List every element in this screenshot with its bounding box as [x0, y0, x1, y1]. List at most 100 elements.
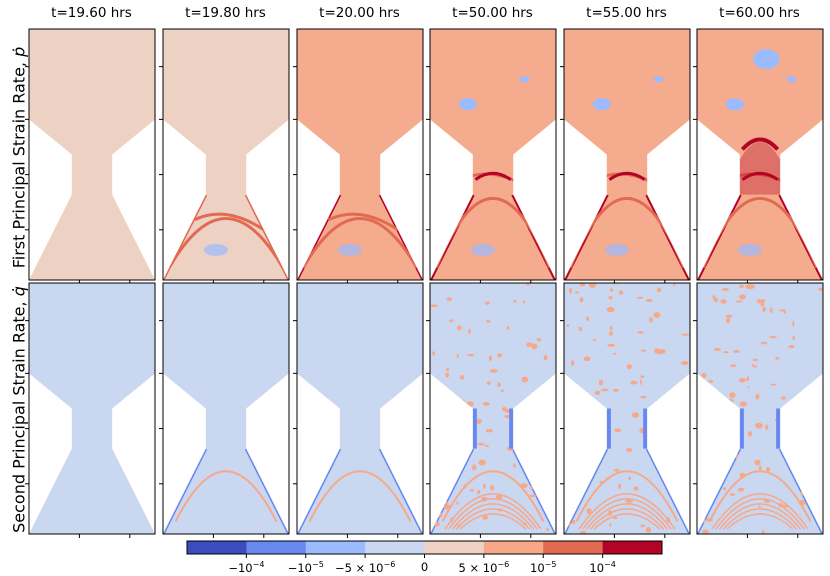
- speckle: [583, 356, 591, 362]
- speckle: [570, 360, 575, 366]
- panel-frame: [296, 28, 424, 281]
- speckle: [737, 487, 745, 492]
- panel-frame: [28, 282, 156, 535]
- speckle: [468, 329, 471, 334]
- speckle: [732, 452, 739, 459]
- speckle: [484, 444, 489, 448]
- speckle: [486, 381, 491, 386]
- speckle: [539, 474, 543, 478]
- colorbar: [186, 540, 663, 558]
- speckle: [566, 453, 574, 459]
- speckle: [760, 341, 768, 345]
- panel-frame: [696, 28, 824, 281]
- speckle: [723, 486, 727, 491]
- speckle: [459, 375, 465, 380]
- speckle: [765, 467, 771, 472]
- speckle: [738, 378, 747, 383]
- shear-band: [511, 447, 556, 534]
- speckle: [438, 409, 447, 416]
- speckle: [446, 297, 453, 302]
- speckle: [701, 372, 707, 378]
- arc-band: [459, 513, 527, 530]
- negative-patch: [737, 243, 762, 256]
- speckle: [645, 298, 654, 302]
- speckle: [585, 412, 592, 416]
- speckle: [630, 380, 638, 385]
- column-title-5: t=55.00 hrs: [586, 5, 667, 21]
- speckle: [443, 504, 452, 510]
- negative-patch: [725, 98, 744, 111]
- speckle: [727, 448, 731, 452]
- speckle: [681, 333, 690, 336]
- speckle: [430, 475, 435, 481]
- speckle: [565, 416, 571, 419]
- shear-band: [244, 447, 289, 534]
- colorbar-bin: [483, 541, 544, 554]
- arc-band: [441, 470, 545, 522]
- speckle: [655, 445, 660, 449]
- speckle: [566, 485, 571, 492]
- speckle: [593, 338, 597, 342]
- arc-band: [711, 493, 809, 530]
- arc-band: [608, 171, 646, 181]
- column-title-1: t=19.60 hrs: [51, 5, 132, 21]
- speckle: [607, 343, 615, 347]
- speckle: [496, 353, 503, 358]
- speckle: [756, 298, 762, 304]
- speckle: [710, 410, 715, 417]
- arc-band: [708, 470, 812, 522]
- speckle: [730, 364, 737, 367]
- speckle: [608, 295, 613, 300]
- speckle: [729, 392, 736, 398]
- speckle: [678, 498, 682, 503]
- speckle: [445, 481, 453, 486]
- speckle: [502, 406, 507, 412]
- speckle: [668, 487, 674, 494]
- speckle: [755, 422, 763, 429]
- speckle: [653, 415, 658, 419]
- speckle: [482, 515, 489, 520]
- speckle: [489, 368, 498, 373]
- speckle: [637, 331, 644, 334]
- speckle: [703, 499, 711, 505]
- neck-edge: [472, 408, 477, 449]
- speckle: [779, 309, 786, 312]
- negative-patch: [604, 243, 629, 256]
- speckle: [485, 429, 494, 433]
- arc-band: [168, 217, 284, 269]
- speckle: [444, 501, 449, 505]
- arc-band: [593, 513, 661, 530]
- speckle: [478, 459, 486, 466]
- speckle: [483, 483, 486, 490]
- speckle: [477, 443, 486, 446]
- shear-band: [378, 447, 423, 534]
- column-title-2: t=19.80 hrs: [185, 5, 266, 21]
- negative-patch: [753, 49, 780, 70]
- speckle: [713, 347, 722, 352]
- speckle: [641, 349, 647, 352]
- speckle: [546, 528, 550, 531]
- speckle: [464, 415, 469, 419]
- speckle: [718, 424, 721, 428]
- panel-r1-c3: [293, 28, 424, 284]
- speckle: [575, 291, 579, 294]
- speckle: [432, 351, 435, 356]
- speckle: [544, 438, 550, 442]
- speckle: [567, 522, 571, 527]
- speckle: [456, 325, 462, 331]
- negative-patch: [458, 98, 477, 111]
- negative-patch: [470, 243, 495, 256]
- speckle: [613, 516, 618, 520]
- speckle: [594, 390, 601, 395]
- speckle: [752, 358, 758, 362]
- shear-band: [564, 447, 609, 534]
- speckle: [564, 385, 572, 391]
- speckle: [526, 342, 533, 347]
- speckle: [488, 355, 493, 362]
- speckle: [438, 512, 443, 518]
- speckle: [645, 526, 652, 533]
- speckle: [758, 465, 762, 471]
- speckle: [636, 296, 644, 299]
- speckle: [735, 300, 743, 303]
- speckle: [713, 297, 718, 303]
